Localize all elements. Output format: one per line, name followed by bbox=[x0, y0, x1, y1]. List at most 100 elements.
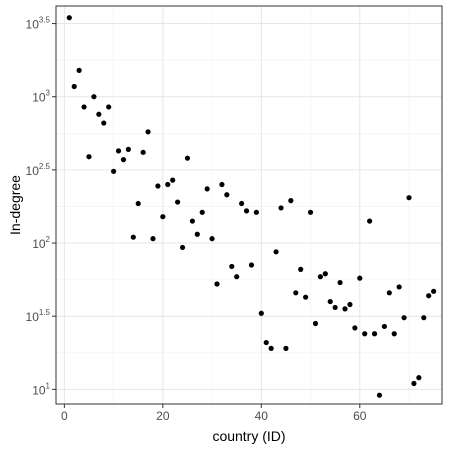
data-point bbox=[263, 339, 269, 346]
data-point bbox=[184, 155, 191, 161]
data-point bbox=[307, 209, 314, 215]
data-point bbox=[96, 111, 102, 117]
data-point bbox=[327, 298, 333, 305]
data-point bbox=[130, 234, 136, 240]
minor-gridlines bbox=[56, 6, 442, 404]
y-tick-label-exponent: 3.5 bbox=[39, 16, 51, 25]
data-point bbox=[352, 325, 358, 331]
data-point bbox=[357, 275, 363, 281]
data-point bbox=[293, 290, 299, 296]
data-point bbox=[386, 290, 392, 296]
y-tick-label-exponent: 2.5 bbox=[39, 162, 51, 171]
data-point bbox=[411, 380, 417, 387]
y-tick-label: 103.5 bbox=[26, 16, 51, 32]
data-point bbox=[214, 281, 220, 287]
y-tick-label-base: 10 bbox=[26, 310, 40, 324]
data-point bbox=[160, 214, 166, 220]
data-point bbox=[145, 129, 151, 135]
data-point bbox=[239, 200, 245, 207]
data-point bbox=[179, 244, 186, 251]
data-point bbox=[391, 331, 397, 337]
x-tick-label: 20 bbox=[156, 409, 170, 423]
major-gridlines bbox=[56, 6, 442, 404]
data-point bbox=[135, 200, 141, 207]
x-tick-label: 60 bbox=[353, 409, 367, 423]
x-tick-label: 0 bbox=[61, 409, 68, 423]
data-point bbox=[376, 392, 383, 398]
data-point bbox=[125, 146, 131, 152]
y-tick-label-base: 10 bbox=[26, 164, 40, 178]
data-point bbox=[120, 157, 127, 163]
data-point bbox=[367, 218, 373, 224]
data-point bbox=[421, 315, 427, 321]
data-point bbox=[332, 304, 338, 311]
plot-panel-border bbox=[55, 5, 443, 405]
data-point bbox=[248, 262, 255, 268]
data-point bbox=[86, 154, 92, 160]
data-point bbox=[194, 231, 200, 237]
data-point bbox=[115, 148, 122, 154]
data-point bbox=[66, 15, 72, 21]
data-point bbox=[165, 181, 171, 188]
x-axis-ticks: 0 20 40 60 bbox=[61, 404, 367, 423]
data-point bbox=[91, 94, 97, 100]
data-point bbox=[312, 320, 319, 327]
data-point bbox=[406, 195, 412, 201]
y-tick-label: 102 bbox=[32, 235, 50, 251]
data-point bbox=[371, 331, 378, 337]
y-tick-label: 101 bbox=[32, 381, 50, 397]
data-point bbox=[298, 266, 304, 272]
y-tick-label-base: 10 bbox=[32, 383, 46, 397]
y-axis-title: In-degree bbox=[7, 175, 23, 235]
data-point bbox=[347, 301, 353, 308]
y-tick-label-exponent: 1.5 bbox=[39, 308, 51, 317]
data-point bbox=[401, 315, 407, 321]
data-point bbox=[273, 249, 279, 255]
data-point bbox=[199, 209, 205, 215]
data-point bbox=[76, 67, 82, 73]
data-point bbox=[71, 83, 77, 90]
data-point bbox=[229, 263, 235, 270]
data-point bbox=[396, 284, 402, 290]
data-point bbox=[204, 186, 210, 192]
data-point bbox=[219, 181, 225, 188]
data-point bbox=[288, 198, 294, 204]
data-point bbox=[362, 331, 368, 337]
y-tick-label: 103 bbox=[32, 89, 50, 105]
data-point bbox=[431, 288, 437, 294]
data-point bbox=[303, 294, 309, 300]
data-point bbox=[224, 192, 230, 198]
data-point bbox=[175, 199, 181, 205]
data-point bbox=[106, 104, 112, 110]
data-point bbox=[381, 323, 387, 330]
y-tick-label-base: 10 bbox=[32, 237, 46, 251]
y-tick-label-exponent: 3 bbox=[46, 89, 51, 98]
y-tick-label-base: 10 bbox=[26, 18, 40, 32]
data-point bbox=[253, 209, 259, 215]
data-point bbox=[189, 218, 195, 224]
y-tick-label: 101.5 bbox=[26, 308, 51, 324]
data-point bbox=[101, 120, 107, 126]
x-tick-label: 40 bbox=[255, 409, 269, 423]
data-point bbox=[111, 168, 117, 174]
data-point bbox=[258, 310, 264, 316]
plot-panel bbox=[56, 6, 442, 404]
data-points bbox=[66, 15, 437, 398]
data-point bbox=[322, 271, 328, 277]
x-axis-title: country (ID) bbox=[212, 428, 285, 444]
data-point bbox=[81, 104, 87, 110]
data-point bbox=[268, 345, 274, 351]
y-tick-label-exponent: 1 bbox=[46, 381, 51, 390]
data-point bbox=[234, 274, 240, 280]
data-point bbox=[426, 293, 432, 299]
data-point bbox=[170, 177, 176, 183]
y-tick-label-base: 10 bbox=[32, 91, 46, 105]
data-point bbox=[283, 345, 289, 351]
data-point bbox=[243, 208, 250, 214]
data-point bbox=[155, 183, 161, 189]
data-point bbox=[150, 236, 156, 242]
data-point bbox=[317, 274, 323, 280]
data-point bbox=[209, 236, 215, 242]
